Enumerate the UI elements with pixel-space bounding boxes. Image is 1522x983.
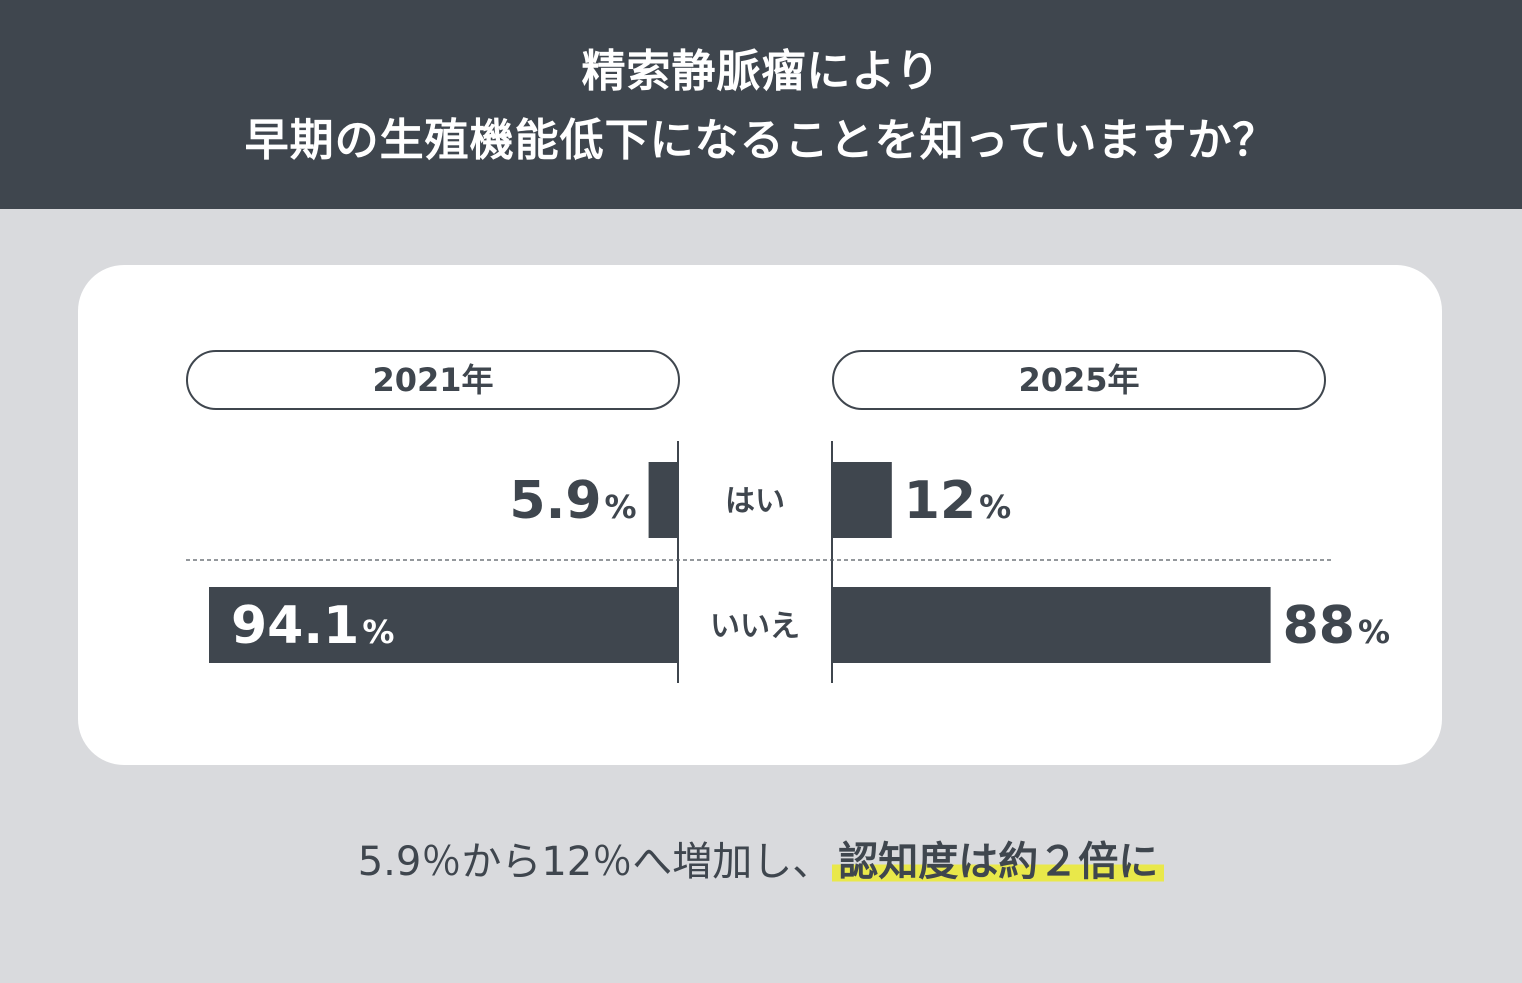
summary-text: 5.9％から12％へ増加し、 認知度は約２倍に xyxy=(0,832,1522,892)
header-banner: 精索静脈瘤により 早期の生殖機能低下になることを知っていますか？ xyxy=(0,0,1522,209)
category-label-1: いいえ xyxy=(710,609,800,644)
bar-2021-0 xyxy=(648,462,678,538)
bar-2025-0 xyxy=(832,462,892,538)
summary-plain: 5.9％から12％へ増加し、 xyxy=(357,839,833,885)
value-label-2025-0: 12% xyxy=(904,471,1011,531)
summary-highlight: 認知度は約２倍に xyxy=(832,839,1165,885)
bar-2021-1 xyxy=(209,587,678,663)
year-label-2021: 2021年 xyxy=(186,350,680,410)
bar-2025-1 xyxy=(832,587,1271,663)
category-label-0: はい xyxy=(725,484,785,519)
value-label-2021-0: 5.9% xyxy=(509,471,636,531)
year-label-2025: 2025年 xyxy=(832,350,1326,410)
value-label-2025-1: 88% xyxy=(1283,596,1390,656)
chart-card xyxy=(78,265,1442,765)
title-line-1: 精索静脈瘤により xyxy=(581,46,941,97)
value-label-2021-1: 94.1% xyxy=(231,596,394,656)
title-line-2: 早期の生殖機能低下になることを知っていますか？ xyxy=(244,115,1278,166)
